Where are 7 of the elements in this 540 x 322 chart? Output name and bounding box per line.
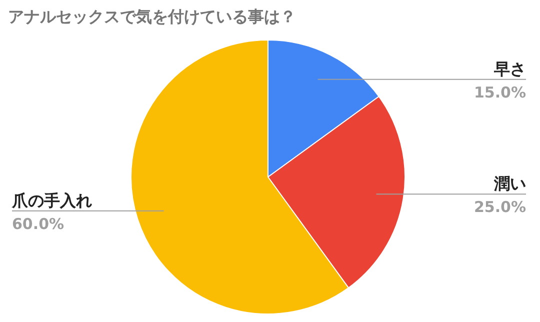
data-label: 15.0% xyxy=(474,83,526,102)
slice-label: 潤い xyxy=(493,174,526,194)
chart-title: アナルセックスで気を付けている事は？ xyxy=(8,7,296,26)
data-label: 60.0% xyxy=(12,214,64,233)
slice-label: 早さ xyxy=(493,59,526,78)
slice-label: 爪の手入れ xyxy=(11,190,92,210)
data-label: 25.0% xyxy=(474,198,526,216)
